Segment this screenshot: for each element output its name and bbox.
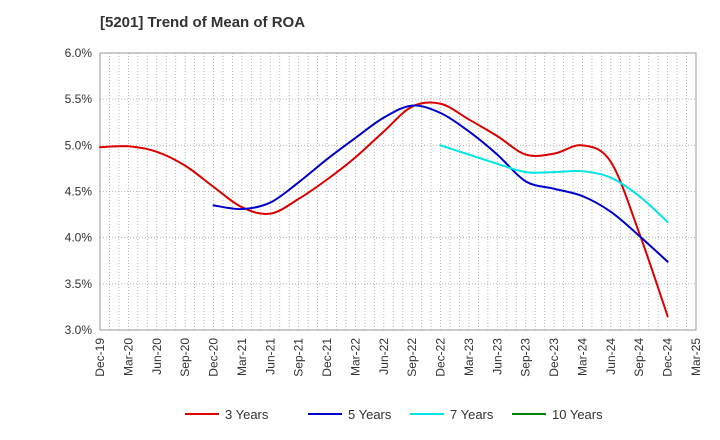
y-tick-label: 4.0%: [65, 231, 93, 245]
x-tick-label: Mar-20: [121, 338, 135, 376]
x-tick-label: Mar-25: [689, 338, 703, 376]
x-tick-label: Sep-21: [292, 338, 306, 377]
y-tick-label: 5.0%: [65, 138, 93, 152]
series-line-7-years: [439, 144, 669, 223]
x-tick-label: Sep-23: [519, 338, 533, 377]
x-tick-label: Sep-22: [405, 338, 419, 377]
x-tick-label: Jun-21: [263, 338, 277, 375]
legend-label: 3 Years: [225, 407, 269, 422]
x-tick-label: Mar-21: [235, 338, 249, 376]
y-tick-label: 6.0%: [65, 46, 93, 60]
grid: [100, 52, 696, 331]
series-line-5-years: [212, 104, 669, 263]
plot-border: [99, 52, 697, 331]
x-tick-label: Jun-22: [377, 338, 391, 375]
x-tick-label: Sep-20: [178, 338, 192, 377]
legend-label: 5 Years: [348, 407, 392, 422]
x-tick-label: Jun-23: [490, 338, 504, 375]
x-tick-label: Dec-24: [661, 338, 675, 377]
y-tick-label: 3.0%: [65, 323, 93, 337]
legend-label: 10 Years: [552, 407, 603, 422]
x-tick-label: Dec-19: [93, 338, 107, 377]
series: [99, 101, 669, 318]
y-tick-label: 4.5%: [65, 185, 93, 199]
y-tick-label: 3.5%: [65, 277, 93, 291]
x-tick-label: Mar-22: [348, 338, 362, 376]
x-tick-label: Mar-23: [462, 338, 476, 376]
chart-title: [5201] Trend of Mean of ROA: [100, 14, 306, 31]
x-tick-label: Dec-20: [207, 338, 221, 377]
legend-label: 7 Years: [450, 407, 494, 422]
x-tick-label: Dec-22: [434, 338, 448, 377]
series-line-3-years: [99, 101, 669, 318]
x-tick-label: Dec-21: [320, 338, 334, 377]
x-tick-label: Mar-24: [575, 338, 589, 376]
x-tick-label: Jun-20: [150, 338, 164, 375]
axes: 3.0% 3.5% 4.0% 4.5% 5.0% 5.5% 6.0% Dec-19 Mar-20…: [65, 46, 703, 377]
x-tick-label: Dec-23: [547, 338, 561, 377]
y-tick-label: 5.5%: [65, 92, 93, 106]
x-tick-label: Sep-24: [632, 338, 646, 377]
x-tick-label: Jun-24: [604, 338, 618, 375]
legend: 3 Years 5 Years 7 Years 10 Years: [185, 407, 603, 422]
